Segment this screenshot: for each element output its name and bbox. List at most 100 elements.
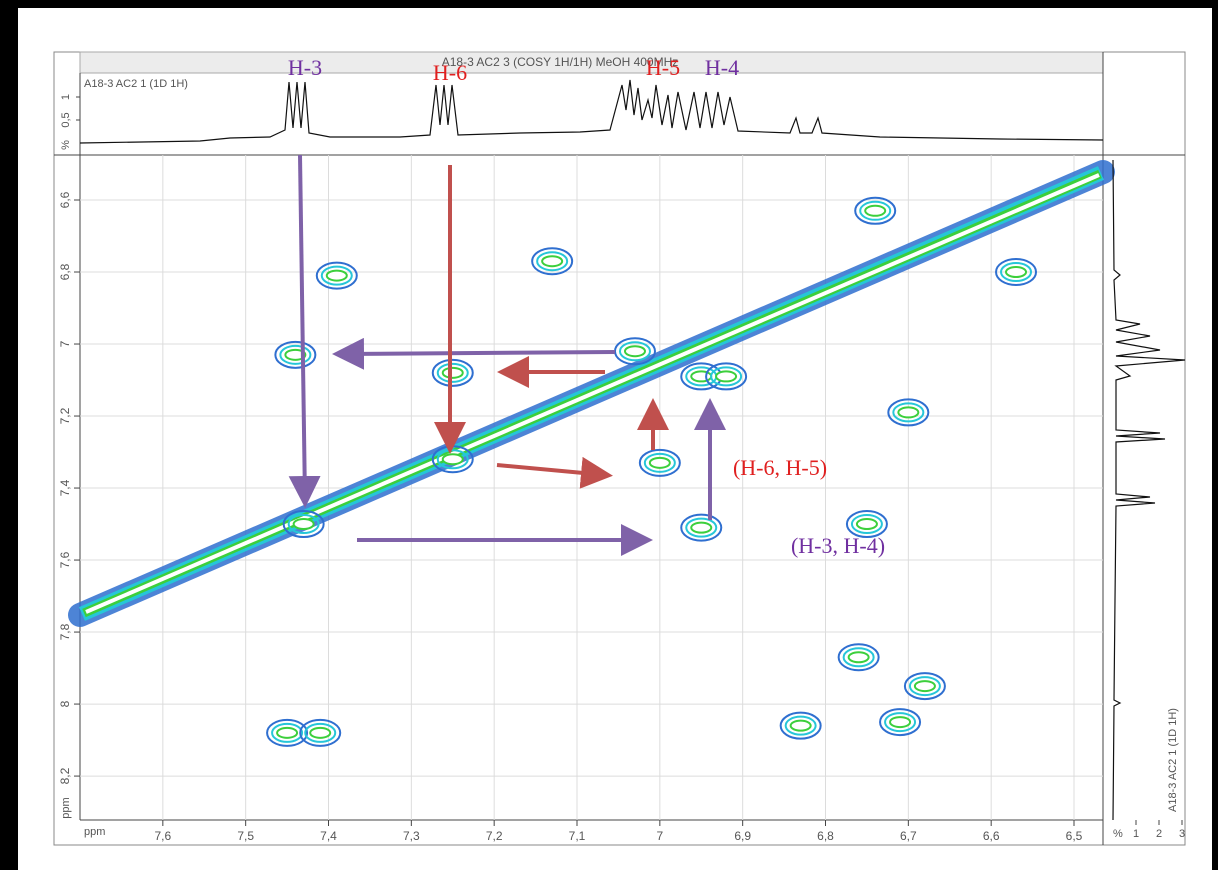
peak-contour xyxy=(685,517,718,538)
peak-contour xyxy=(779,711,822,740)
y-tick-label: 7,4 xyxy=(58,479,72,496)
peak-contour xyxy=(643,452,676,473)
top-trace xyxy=(79,79,1104,144)
peak-contour xyxy=(784,715,817,736)
trace-label: A18-3 AC2 1 (1D 1H) xyxy=(1167,708,1179,812)
peak-contour xyxy=(864,204,887,217)
trace-tick-label: 2 xyxy=(1156,828,1162,840)
annotation: H-3 xyxy=(288,55,322,80)
peak-contour xyxy=(908,676,941,697)
trace-tick-label: 0,5 xyxy=(60,112,72,127)
x-tick-label: 6,5 xyxy=(1066,829,1083,843)
peak-contour xyxy=(847,651,870,664)
peak-contour xyxy=(325,269,348,282)
header-title: A18-3 AC2 3 (COSY 1H/1H) MeOH 400MHz xyxy=(442,55,679,69)
peak-contour xyxy=(638,448,681,477)
x-tick-label: 7,4 xyxy=(320,829,337,843)
peak-contour xyxy=(789,719,812,732)
peak-contour xyxy=(276,726,299,739)
peak-contour xyxy=(441,453,464,466)
peak-contour xyxy=(842,647,875,668)
x-tick-label: 7,6 xyxy=(154,829,171,843)
peak-contour xyxy=(1005,266,1028,279)
x-tick-label: 6,9 xyxy=(734,829,751,843)
y-tick-label: 7,6 xyxy=(58,551,72,568)
x-tick-label: 7,1 xyxy=(569,829,586,843)
x-tick-label: 6,7 xyxy=(900,829,917,843)
x-tick-label: 7 xyxy=(656,829,663,843)
annotation: H-5 xyxy=(646,55,680,80)
y-tick-label: 7 xyxy=(58,340,72,347)
annotation: (H-3, H-4) xyxy=(791,533,885,558)
peak-contour xyxy=(441,366,464,379)
y-tick-label: 6,6 xyxy=(58,191,72,208)
peak-contour xyxy=(889,716,912,729)
peak-contour xyxy=(705,362,748,391)
peak-contour xyxy=(299,718,342,747)
peak-contour xyxy=(884,712,917,733)
trace-tick-label: 1 xyxy=(1133,828,1139,840)
peak-contour xyxy=(913,680,936,693)
arrows xyxy=(288,154,726,556)
y-tick-label: 6,8 xyxy=(58,263,72,280)
peak-contour xyxy=(897,406,920,419)
peak-contour xyxy=(995,258,1038,287)
x-tick-label: 7,2 xyxy=(486,829,503,843)
peak-contour xyxy=(271,722,304,743)
peak-contour xyxy=(1000,262,1033,283)
peak-contour xyxy=(531,247,574,276)
y-axis-label: ppm xyxy=(60,797,72,818)
x-tick-label: 6,8 xyxy=(817,829,834,843)
trace-axis-label: % xyxy=(1113,828,1123,840)
peak-contour xyxy=(541,255,564,268)
peak-contour xyxy=(879,708,922,737)
peak-contour xyxy=(837,643,880,672)
panel xyxy=(53,51,1186,846)
trace-tick-label: 1 xyxy=(60,94,72,100)
peak-contour xyxy=(903,672,946,701)
peak-contour xyxy=(715,370,738,383)
x-tick-label: 6,6 xyxy=(983,829,1000,843)
peak-contour xyxy=(854,196,897,225)
trace-axis-label: % xyxy=(60,140,72,150)
peak-contour xyxy=(892,402,925,423)
peak-contour xyxy=(710,366,743,387)
peak-contour xyxy=(859,200,892,221)
peak-contour xyxy=(315,261,358,290)
trace-tick-label: 3 xyxy=(1179,828,1185,840)
peak-contour xyxy=(320,265,353,286)
peak-contour xyxy=(680,513,723,542)
grid xyxy=(80,155,1103,820)
y-tick-label: 8,2 xyxy=(58,767,72,784)
trace-label: A18-3 AC2 1 (1D 1H) xyxy=(84,78,188,90)
diagonal xyxy=(68,160,1115,627)
peak-contour xyxy=(266,718,309,747)
peak-contour xyxy=(292,518,315,531)
peak-contour xyxy=(690,521,713,534)
peaks xyxy=(266,196,1038,747)
peak-contour xyxy=(850,514,883,535)
annotation: (H-6, H-5) xyxy=(733,455,827,480)
peak-contour xyxy=(284,348,307,361)
y-tick-label: 8 xyxy=(58,700,72,707)
peak-contour xyxy=(690,370,713,383)
peak-contour xyxy=(648,456,671,469)
y-tick-label: 7,8 xyxy=(58,623,72,640)
y-tick-label: 7,2 xyxy=(58,407,72,424)
x-axis-label: ppm xyxy=(84,826,105,838)
peak-contour xyxy=(287,514,320,535)
peak-contour xyxy=(536,251,569,272)
x-tick-label: 7,3 xyxy=(403,829,420,843)
side-trace xyxy=(1112,159,1186,821)
x-tick-label: 7,5 xyxy=(237,829,254,843)
peak-contour xyxy=(309,726,332,739)
peak-contour xyxy=(436,362,469,383)
peak-contour xyxy=(274,340,317,369)
annotation: H-4 xyxy=(705,55,739,80)
peak-contour xyxy=(623,345,646,358)
peak-contour xyxy=(887,398,930,427)
peak-contour xyxy=(855,518,878,531)
peak-contour xyxy=(304,722,337,743)
